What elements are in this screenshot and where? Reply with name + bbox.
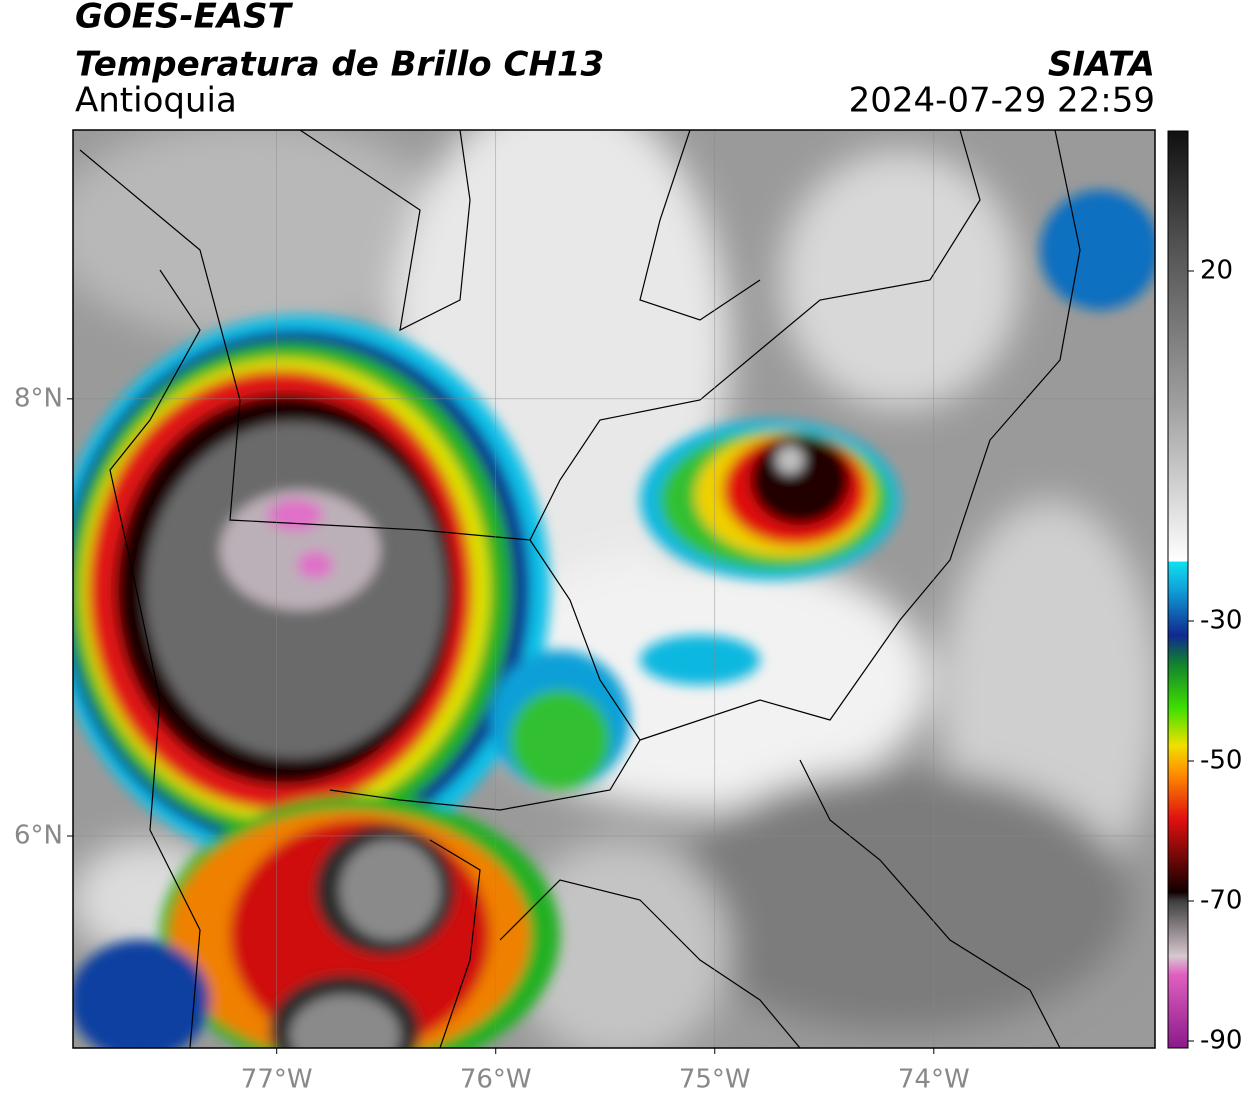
lon-tick-label: 74°W bbox=[898, 1065, 970, 1095]
map-frame bbox=[72, 129, 1156, 1049]
title: GOES-EAST bbox=[75, 0, 294, 37]
region: Antioquia bbox=[75, 81, 237, 121]
lon-tick-label: 76°W bbox=[460, 1065, 532, 1095]
colorbar-tick-label: -30 bbox=[1200, 606, 1242, 636]
satellite-image bbox=[73, 130, 1155, 1048]
subtitle: Temperatura de Brillo CH13 bbox=[75, 45, 604, 85]
lon-tick-label: 75°W bbox=[679, 1065, 751, 1095]
colorbar bbox=[1167, 130, 1189, 1049]
lat-tick-label: 8°N bbox=[14, 383, 63, 413]
lon-tick-label: 77°W bbox=[241, 1065, 313, 1095]
source: SIATA bbox=[1048, 45, 1155, 85]
colorbar-tick-label: 20 bbox=[1200, 256, 1233, 286]
colorbar-tick-label: -90 bbox=[1200, 1026, 1242, 1056]
colorbar-tick-label: -70 bbox=[1200, 886, 1242, 916]
lat-tick-label: 6°N bbox=[14, 820, 63, 850]
colorbar-tick-label: -50 bbox=[1200, 746, 1242, 776]
timestamp: 2024-07-29 22:59 bbox=[849, 81, 1155, 121]
